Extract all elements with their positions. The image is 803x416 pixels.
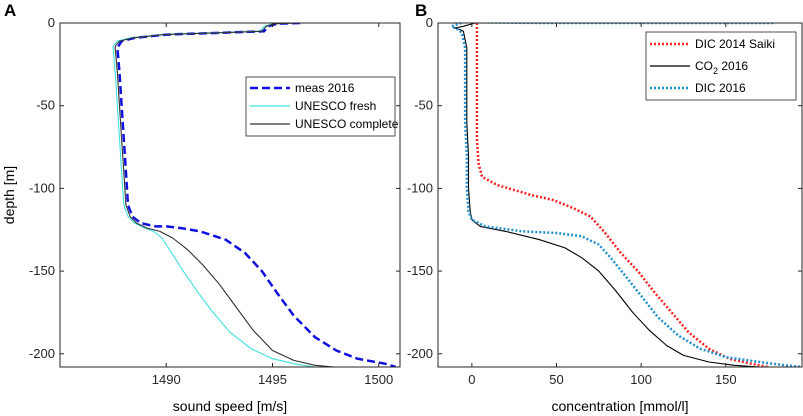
series-line-dic-2016 (450, 23, 802, 367)
panel-a-ytick-label: 0 (48, 15, 55, 30)
panel-b-ytick-label: -50 (414, 98, 433, 113)
panel-a-ytick-label: -50 (36, 98, 55, 113)
panel-b-series (450, 23, 802, 367)
panel-a-xlabel: sound speed [m/s] (173, 398, 287, 414)
legend-label-unesco-fresh: UNESCO fresh (295, 99, 376, 113)
panel-b-xtick-label: 150 (715, 372, 737, 387)
panel-a-legend: meas 2016 UNESCO fresh UNESCO complete (245, 76, 399, 137)
panel-a-ytick-label: -200 (29, 346, 55, 361)
panel-b-xtick-label: 100 (630, 372, 652, 387)
panel-b-ytick-label: -200 (407, 346, 433, 361)
panel-a-axes-box (59, 22, 401, 368)
panel-b-ytick-label: -100 (407, 180, 433, 195)
co2-tail: 2016 (718, 59, 748, 73)
panel-a-ticks: 1490 1495 1500 0 -50 -100 -150 -200 (29, 15, 400, 387)
series-line-co2-2016 (454, 23, 760, 367)
panel-a-ylabel: depth [m] (1, 166, 17, 224)
panel-a-plot-area (60, 23, 400, 367)
panel-a-label: A (4, 1, 16, 20)
series-line-dic-2014-saiki (475, 23, 769, 367)
series-line-unesco-complete (114, 23, 335, 367)
panel-a-ytick-label: -100 (29, 180, 55, 195)
panel-a-ytick-label: -150 (29, 263, 55, 278)
panel-b-ytick-label: 0 (426, 15, 433, 30)
panel-a-series (112, 23, 397, 367)
panel-b-axes-box (437, 22, 803, 368)
co2-main: CO (695, 59, 713, 73)
panel-b-xtick-label: 0 (468, 372, 475, 387)
legend-label-dic-2014-saiki: DIC 2014 Saiki (695, 37, 775, 51)
panel-a-xtick-label: 1495 (258, 372, 287, 387)
panel-b-ytick-label: -150 (407, 263, 433, 278)
panel-b-legend: DIC 2014 Saiki CO2 2016 DIC 2016 (645, 31, 797, 101)
panel-b-ticks: 0 50 100 150 0 -50 -100 -150 -200 (407, 15, 802, 387)
co2-sub: 2 (713, 66, 718, 76)
panel-a: A 1490 1495 1500 0 -50 -100 -150 -200 sound spe… (1, 1, 401, 414)
legend-label-co2-2016: CO2 2016 (695, 59, 748, 76)
panel-b-label: B (415, 1, 427, 20)
panel-a-xtick-label: 1500 (364, 372, 393, 387)
legend-label-meas-2016: meas 2016 (295, 81, 355, 95)
legend-label-unesco-complete: UNESCO complete (295, 117, 399, 131)
panel-a-xtick-label: 1490 (152, 372, 181, 387)
legend-label-dic-2016: DIC 2016 (695, 81, 746, 95)
panel-b: B 0 50 100 150 0 -50 -100 -150 -200 concentratio… (407, 1, 803, 414)
panel-b-xtick-label: 50 (549, 372, 563, 387)
panel-b-xlabel: concentration [mmol/l] (552, 398, 689, 414)
